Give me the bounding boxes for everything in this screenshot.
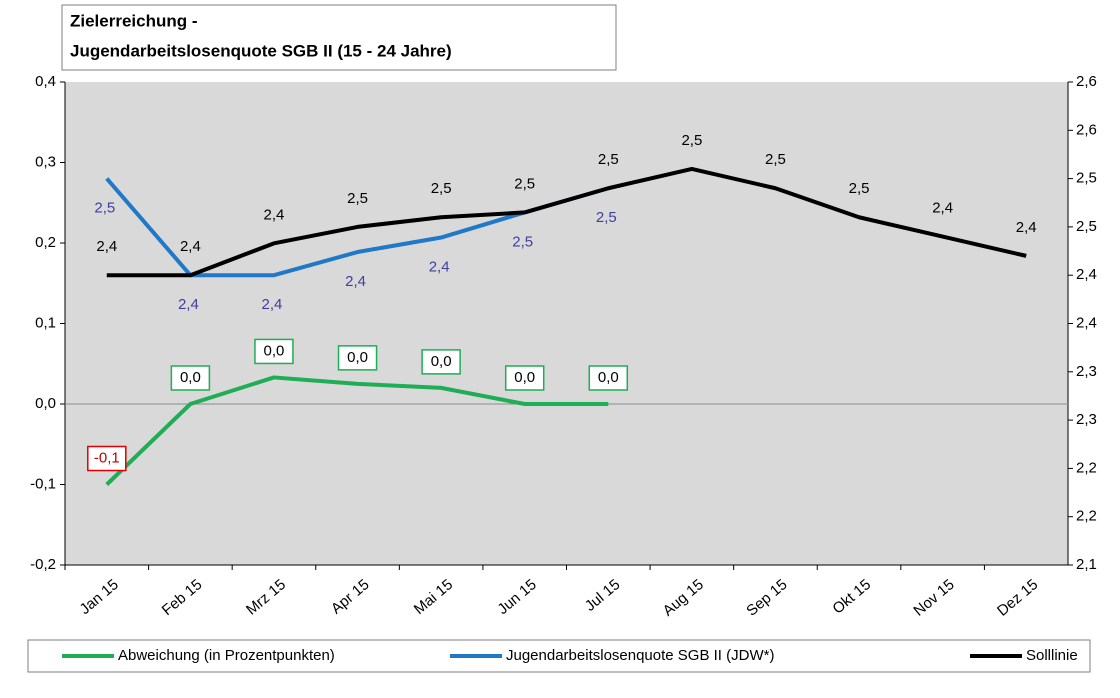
x-tick-label: Aug 15 — [660, 576, 707, 620]
plot-area — [65, 82, 1068, 565]
data-label: 2,4 — [178, 296, 199, 313]
y2-tick-label: 2,6 — [1076, 121, 1097, 138]
data-label: 0,0 — [431, 353, 452, 370]
x-tick-label: Jan 15 — [76, 576, 121, 618]
data-label: 0,0 — [598, 369, 619, 386]
data-label: 2,5 — [347, 190, 368, 207]
x-tick-label: Dez 15 — [994, 576, 1041, 620]
title-box — [61, 4, 617, 71]
y2-tick-label: 2,2 — [1076, 508, 1097, 525]
data-label-box — [421, 349, 461, 375]
data-label: 2,4 — [932, 200, 953, 217]
x-tick-label: Jun 15 — [494, 576, 539, 618]
y-tick-label: 0,1 — [35, 314, 56, 331]
x-tick-label: Okt 15 — [829, 576, 874, 617]
legend-box — [27, 639, 1091, 673]
x-tick-label: Sep 15 — [743, 576, 790, 620]
y-tick-label: 0,4 — [35, 73, 56, 90]
data-label: 2,5 — [431, 180, 452, 197]
y-tick-label: 0,0 — [35, 395, 56, 412]
data-label: 2,4 — [429, 258, 450, 275]
data-label: 2,5 — [94, 200, 115, 217]
data-label: 2,5 — [598, 151, 619, 168]
data-label-box — [254, 338, 294, 365]
x-tick-label: Nov 15 — [910, 576, 957, 620]
data-label: 0,0 — [180, 369, 201, 386]
y-tick-label: 0,2 — [35, 234, 56, 251]
y2-tick-label: 2,4 — [1076, 266, 1097, 283]
data-label-box — [337, 345, 378, 371]
y2-tick-label: 2,2 — [1076, 459, 1097, 476]
chart-title: Jugendarbeitslosenquote SGB II (15 - 24 … — [70, 41, 452, 60]
y2-tick-label: 2,5 — [1076, 170, 1097, 187]
data-label: 0,0 — [514, 369, 535, 386]
x-tick-label: Apr 15 — [328, 576, 373, 617]
y-tick-label: -0,2 — [30, 556, 56, 573]
legend-label: Jugendarbeitslosenquote SGB II (JDW*) — [506, 647, 774, 664]
y-tick-label: 0,3 — [35, 153, 56, 170]
y2-tick-label: 2,4 — [1076, 314, 1097, 331]
y2-tick-label: 2,3 — [1076, 363, 1097, 380]
data-label: 2,5 — [514, 175, 535, 192]
data-label-box — [170, 365, 211, 391]
data-label: 0,0 — [347, 349, 368, 366]
data-label: 2,5 — [849, 180, 870, 197]
data-label: 2,4 — [264, 206, 285, 223]
data-label: 2,5 — [596, 209, 617, 226]
y2-tick-label: 2,5 — [1076, 218, 1097, 235]
y2-tick-label: 2,1 — [1076, 556, 1097, 573]
data-label-box — [504, 365, 545, 391]
x-tick-label: Mai 15 — [411, 576, 456, 618]
data-label: 2,4 — [1016, 219, 1037, 236]
x-tick-label: Feb 15 — [159, 576, 206, 619]
data-label: 2,5 — [681, 132, 702, 149]
data-label: 0,0 — [264, 342, 285, 359]
data-label: 2,5 — [512, 233, 533, 250]
series-line — [105, 375, 609, 486]
data-label: 2,4 — [96, 238, 117, 255]
data-label: 2,4 — [180, 238, 201, 255]
data-label: 2,4 — [345, 273, 366, 290]
chart-title: Zielerreichung - — [70, 11, 198, 30]
legend-label: Solllinie — [1026, 647, 1078, 664]
x-tick-label: Mrz 15 — [243, 576, 289, 618]
x-tick-label: Jul 15 — [582, 576, 624, 615]
data-label: 2,4 — [262, 296, 283, 313]
data-label: -0,1 — [94, 449, 120, 466]
y-tick-label: -0,1 — [30, 475, 56, 492]
data-label: 2,5 — [765, 151, 786, 168]
data-label-box — [87, 445, 127, 472]
y2-tick-label: 2,3 — [1076, 411, 1097, 428]
legend-label: Abweichung (in Prozentpunkten) — [118, 647, 335, 664]
y2-tick-label: 2,6 — [1076, 73, 1097, 90]
series-line — [106, 166, 1027, 278]
data-label-box — [588, 365, 629, 391]
